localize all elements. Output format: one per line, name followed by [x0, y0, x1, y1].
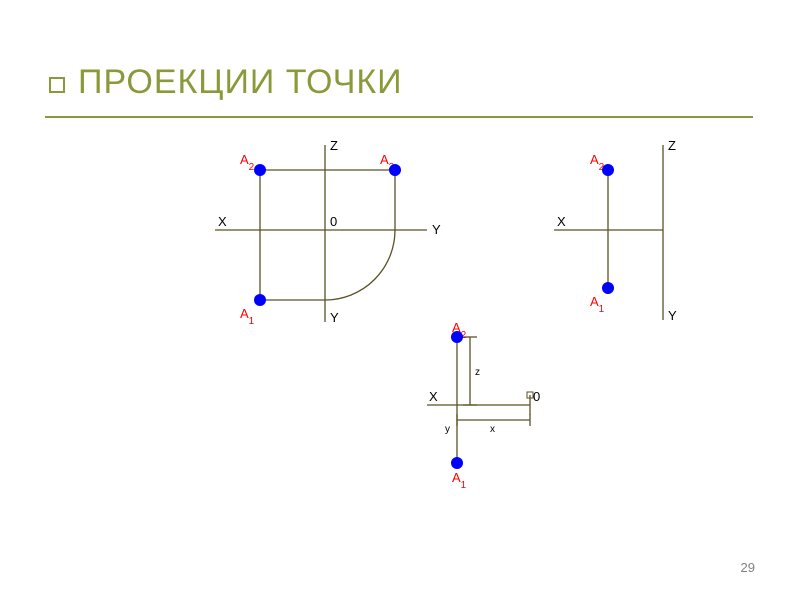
axis-label-x-d3: X [429, 389, 438, 404]
axis-label-x: X [218, 214, 227, 229]
point-a3-d1 [389, 164, 401, 176]
diagram-2: Z X Y A2 A1 [554, 138, 677, 323]
label-a2-d1: A2 [240, 152, 255, 173]
label-a1-d1: A1 [240, 306, 255, 327]
point-a2-d1 [254, 164, 266, 176]
projection-diagrams: Z X Y Y 0 A2 A3 A1 Z X Y A2 A1 [0, 0, 800, 600]
axis-label-yr: Y [432, 222, 441, 237]
axis-label-z-d2: Z [668, 138, 676, 153]
axis-label-x-d2: X [557, 214, 566, 229]
axis-label-o: 0 [330, 214, 337, 229]
page-number: 29 [741, 560, 755, 575]
axis-label-0-d3: 0 [533, 389, 540, 404]
dim-label-y: y [445, 424, 450, 435]
point-a1-d2 [602, 282, 614, 294]
point-a2-d2 [602, 164, 614, 176]
axis-label-yd: Y [330, 310, 339, 325]
diagram-3: X 0 z x y A2 A1 [427, 320, 540, 491]
point-a2-d3 [451, 331, 463, 343]
arc-y-transfer [325, 230, 395, 300]
dim-label-x: x [490, 424, 495, 435]
label-a1-d3: A1 [452, 470, 467, 491]
point-a1-d1 [254, 294, 266, 306]
label-a1-d2: A1 [590, 294, 605, 315]
point-a1-d3 [451, 457, 463, 469]
axis-label-z: Z [330, 138, 338, 153]
dim-label-z: z [475, 367, 480, 378]
diagram-1: Z X Y Y 0 A2 A3 A1 [215, 138, 441, 327]
axis-label-y-d2: Y [668, 308, 677, 323]
